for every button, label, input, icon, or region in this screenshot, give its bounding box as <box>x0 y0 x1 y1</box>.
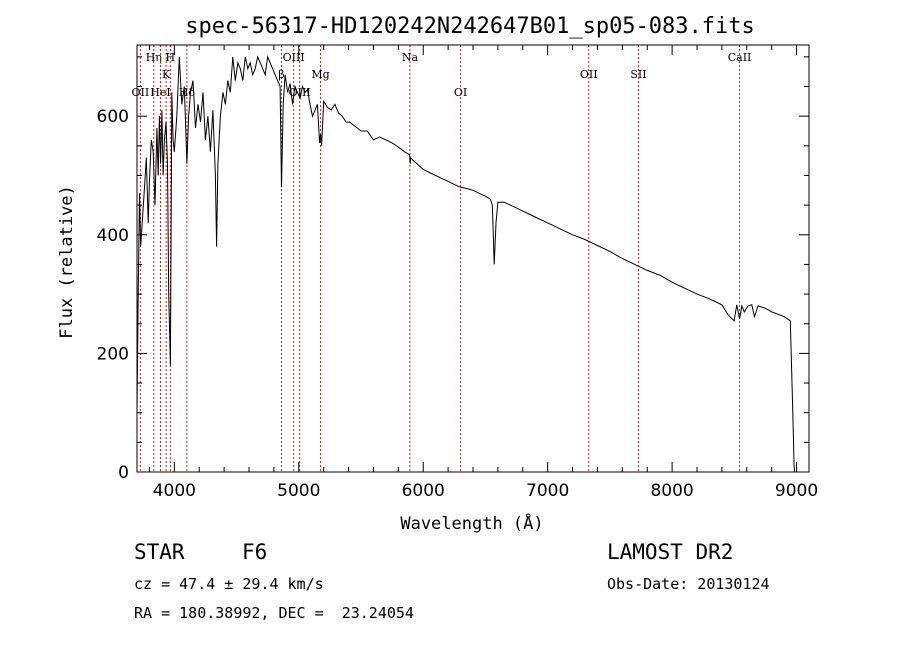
spectrum-line <box>136 55 796 473</box>
obs-date: Obs-Date: 20130124 <box>607 575 770 593</box>
x-tick-label: 6000 <box>402 481 445 501</box>
survey-label: LAMOST DR2 <box>607 540 734 564</box>
line-marker-label: H <box>166 51 176 64</box>
object-class: STAR <box>134 540 185 564</box>
line-marker-label: Na <box>402 51 419 64</box>
axis-ticks: 4000 5000 6000 7000 8000 9000 0 200 400 600 <box>97 45 818 501</box>
x-tick-label: 9000 <box>775 481 818 501</box>
y-tick-label: 600 <box>97 107 129 127</box>
chart-title: spec-56317-HD120242N242647B01_sp05-083.f… <box>185 14 755 39</box>
y-axis-label: Flux (relative) <box>57 185 77 339</box>
x-tick-label: 8000 <box>650 481 693 501</box>
x-tick-label: 7000 <box>526 481 569 501</box>
line-marker-label: OII <box>580 68 598 81</box>
line-marker-label: OIII <box>283 51 305 64</box>
line-marker-label: β <box>278 68 284 81</box>
x-tick-label: 4000 <box>153 481 196 501</box>
line-marker-label: HeI <box>150 86 170 99</box>
plot-frame <box>136 44 810 473</box>
line-marker-label: OI <box>454 86 467 99</box>
line-marker-label: Mg <box>311 68 329 81</box>
redshift-line: cz = 47.4 ± 29.4 km/s <box>134 575 324 593</box>
x-tick-label: 5000 <box>277 481 320 501</box>
radec-line: RA = 180.38992, DEC = 23.24054 <box>134 604 414 622</box>
line-marker-label: K <box>162 68 171 81</box>
y-tick-label: 400 <box>97 226 129 246</box>
line-marker-label: OII <box>132 86 150 99</box>
line-marker-label: CaII <box>728 51 752 64</box>
line-marker-label: SII <box>630 68 646 81</box>
line-marker-label: Hη <box>146 51 162 64</box>
y-tick-label: 200 <box>97 344 129 364</box>
object-subclass: F6 <box>242 540 268 564</box>
y-tick-label: 0 <box>118 463 129 483</box>
x-axis-label: Wavelength (Å) <box>400 512 543 534</box>
